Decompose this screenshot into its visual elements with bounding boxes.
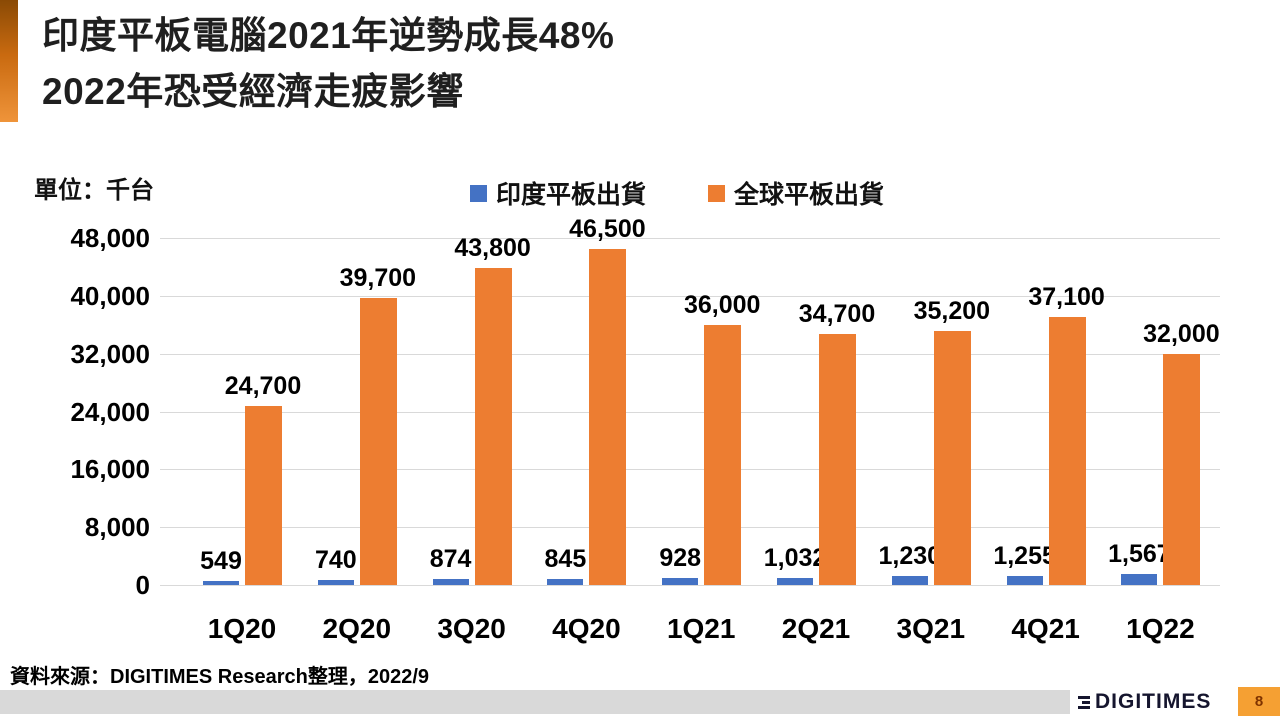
bar-india-1Q20	[203, 581, 239, 585]
bar-india-4Q21	[1006, 575, 1043, 585]
x-axis-tick-4Q20: 4Q20	[552, 613, 621, 644]
bar-label-india-1Q22: 1,567	[1108, 539, 1171, 568]
bar-label-global-2Q21: 34,700	[798, 300, 876, 329]
bar-label-global-3Q21: 35,200	[913, 296, 991, 325]
x-axis-tick-2Q21: 2Q21	[781, 613, 851, 644]
x-axis-tick-1Q22: 1Q22	[1126, 613, 1195, 644]
legend-swatch-global-icon	[708, 184, 726, 202]
bar-global-3Q21	[933, 330, 971, 585]
bar-global-1Q22	[1163, 353, 1201, 585]
footer-band	[0, 690, 1070, 714]
page-number: 8	[1254, 693, 1264, 710]
x-axis-tick-4Q21: 4Q21	[1011, 613, 1080, 644]
x-axis-tick-1Q21: 1Q21	[666, 613, 736, 644]
x-axis-tick-3Q20: 3Q20	[437, 613, 506, 644]
y-axis-tick-48000: 48,000	[70, 223, 150, 253]
slide-title-line-2: 2022年恐受經濟走疲影響	[42, 71, 464, 112]
bar-label-india-1Q20: 549	[200, 547, 242, 576]
bar-label-global-3Q20: 43,800	[454, 234, 531, 263]
bar-global-3Q20	[474, 268, 512, 585]
logo-text: DIGITIMES	[1095, 690, 1212, 713]
legend-label-global: 全球平板出貨	[734, 181, 885, 209]
bar-global-1Q21	[704, 324, 742, 585]
page-number-box: 8	[1238, 687, 1280, 716]
gridline-32000	[160, 353, 1220, 355]
y-axis-tick-40000: 40,000	[70, 280, 150, 311]
y-axis-tick-0: 0	[135, 570, 150, 600]
bar-label-india-3Q21: 1,230	[878, 542, 942, 571]
bar-india-1Q21	[662, 578, 699, 585]
y-axis-tick-32000: 32,000	[70, 338, 150, 369]
bar-label-india-3Q20: 874	[429, 544, 472, 573]
y-axis-tick-8000: 8,000	[84, 512, 150, 543]
slide-title: 印度平板電腦2021年逆勢成長48% 2022年恐受經濟走疲影響	[42, 8, 614, 120]
gridline-24000	[160, 411, 1220, 413]
legend-label-india: 印度平板出貨	[496, 181, 647, 209]
bar-india-2Q20	[317, 579, 354, 585]
bar-label-india-4Q20: 845	[544, 544, 587, 573]
x-axis-tick-2Q20: 2Q20	[322, 613, 392, 644]
bar-global-2Q20	[359, 298, 397, 585]
x-axis-tick-1Q20: 1Q20	[207, 613, 277, 644]
bar-label-global-1Q20: 24,700	[224, 372, 302, 401]
legend-swatch-india-icon	[470, 184, 487, 202]
legend-item-global: 全球平板出貨	[708, 175, 884, 211]
legend-item-india: 印度平板出貨	[470, 175, 646, 211]
bar-india-4Q20	[547, 578, 584, 585]
bar-label-india-4Q21: 1,255	[993, 541, 1056, 570]
y-axis-tick-24000: 24,000	[70, 396, 150, 427]
bar-label-india-2Q21: 1,032	[763, 543, 827, 572]
bar-label-global-4Q21: 37,100	[1028, 282, 1105, 311]
y-axis-tick-16000: 16,000	[70, 454, 150, 485]
bar-global-2Q21	[819, 334, 856, 585]
bar-label-global-4Q20: 46,500	[569, 214, 646, 243]
chart-legend: 印度平板出貨 全球平板出貨	[470, 175, 884, 211]
gridline-48000	[160, 238, 1220, 239]
bar-global-4Q21	[1048, 316, 1086, 585]
x-axis-tick-3Q21: 3Q21	[896, 613, 966, 644]
gridline-40000	[160, 295, 1220, 297]
bar-india-3Q20	[432, 578, 469, 585]
gridline-16000	[160, 469, 1220, 471]
bar-label-india-2Q20: 740	[314, 545, 357, 574]
gridline-0	[160, 585, 1220, 586]
bar-label-global-1Q21: 36,000	[683, 290, 761, 319]
bar-india-2Q21	[777, 577, 813, 585]
bar-global-1Q20	[245, 406, 282, 585]
bar-india-3Q21	[891, 576, 928, 585]
bar-global-4Q20	[589, 248, 627, 585]
digitimes-logo: DIGITIMES	[1078, 688, 1211, 716]
bar-label-global-1Q22: 32,000	[1143, 319, 1220, 348]
bar-label-global-2Q20: 39,700	[339, 264, 417, 292]
bar-india-1Q22	[1121, 573, 1158, 585]
source-note: 資料來源：DIGITIMES Research整理，2022/9	[10, 666, 430, 688]
slide-title-line-1: 印度平板電腦2021年逆勢成長48%	[42, 15, 615, 56]
gridline-8000	[160, 527, 1220, 529]
logo-speedlines-icon	[1078, 695, 1090, 709]
title-accent-bar	[0, 0, 18, 122]
unit-label: 單位：千台	[34, 177, 154, 204]
bar-label-india-1Q21: 928	[659, 544, 702, 573]
